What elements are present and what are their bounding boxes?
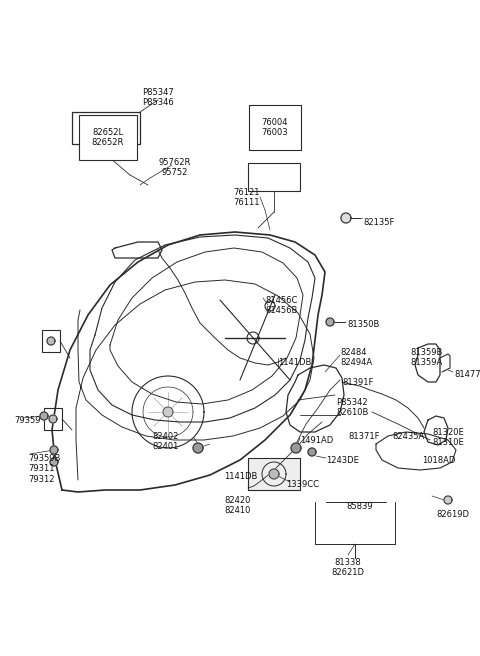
Bar	[248, 163, 300, 191]
Text: 81371F: 81371F	[348, 432, 380, 441]
Text: 82484
82494A: 82484 82494A	[340, 348, 372, 367]
Polygon shape	[326, 318, 334, 326]
Text: 82619D: 82619D	[436, 510, 469, 519]
Bar	[72, 112, 140, 144]
Polygon shape	[291, 443, 301, 453]
Polygon shape	[49, 415, 57, 423]
Polygon shape	[341, 213, 351, 223]
Text: P85342
82610B: P85342 82610B	[336, 398, 368, 417]
Text: 81350B: 81350B	[347, 320, 379, 329]
Polygon shape	[308, 448, 316, 456]
Text: 82402
82401: 82402 82401	[152, 432, 179, 451]
Text: 1141DB: 1141DB	[278, 358, 312, 367]
Text: 81391F: 81391F	[342, 378, 373, 387]
Text: 79359: 79359	[14, 416, 40, 425]
Text: 1339CC: 1339CC	[286, 480, 319, 489]
Polygon shape	[50, 446, 58, 454]
Bar	[248, 458, 300, 490]
Text: 1491AD: 1491AD	[300, 436, 333, 445]
Polygon shape	[47, 337, 55, 345]
Text: 82435A: 82435A	[392, 432, 424, 441]
Text: 95762R
95752: 95762R 95752	[159, 158, 191, 177]
Text: 1018AD: 1018AD	[422, 456, 456, 465]
Text: 81456C
81456B: 81456C 81456B	[265, 296, 298, 316]
Polygon shape	[444, 496, 452, 504]
Text: 1141DB: 1141DB	[224, 472, 257, 481]
Text: 82652L
82652R: 82652L 82652R	[92, 128, 124, 148]
Polygon shape	[50, 458, 58, 466]
Bar	[44, 408, 62, 430]
Text: 1243DE: 1243DE	[326, 456, 359, 465]
Polygon shape	[193, 443, 203, 453]
Polygon shape	[40, 412, 48, 420]
Text: 81338
82621D: 81338 82621D	[332, 558, 364, 577]
Text: 82420
82410: 82420 82410	[224, 496, 251, 516]
Text: 82135F: 82135F	[363, 218, 395, 227]
Polygon shape	[163, 407, 173, 417]
Text: 76004
76003: 76004 76003	[262, 118, 288, 137]
Polygon shape	[269, 469, 279, 479]
Text: 81477: 81477	[454, 370, 480, 379]
Text: 81359B
81359A: 81359B 81359A	[410, 348, 443, 367]
Text: 79359B
79311
79312: 79359B 79311 79312	[28, 454, 60, 484]
Text: 81320E
81310E: 81320E 81310E	[432, 428, 464, 447]
Text: 85839: 85839	[346, 502, 372, 511]
Text: P85347
P85346: P85347 P85346	[142, 88, 174, 108]
Bar	[42, 330, 60, 352]
Text: 76121
76111: 76121 76111	[234, 188, 260, 207]
